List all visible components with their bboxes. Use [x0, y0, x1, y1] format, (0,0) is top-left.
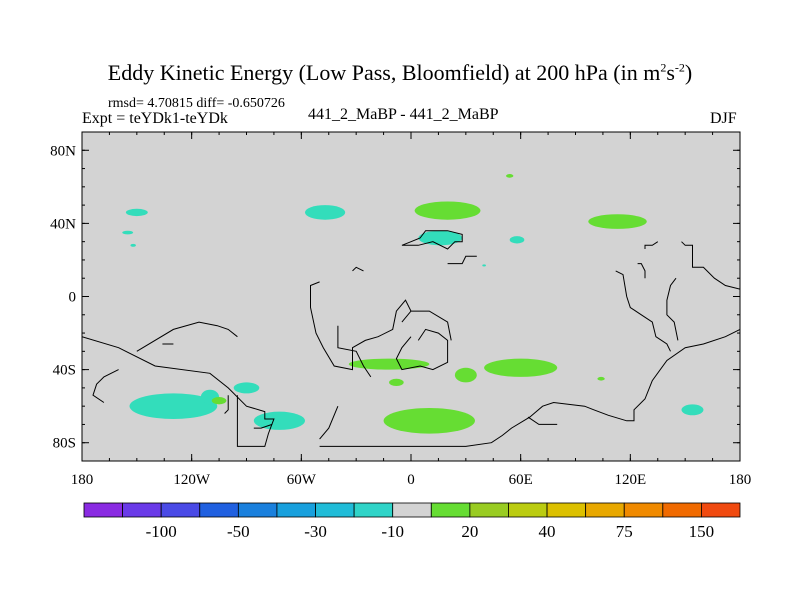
field-region-pos	[506, 174, 514, 178]
x-tick-label: 0	[407, 472, 415, 488]
experiment-label: Expt = teYDk1-teYDk	[82, 110, 228, 127]
chart-title: Eddy Kinetic Energy (Low Pass, Bloomfiel…	[0, 60, 800, 86]
colorbar-swatch	[508, 502, 548, 518]
colorbar-swatch	[430, 502, 471, 518]
y-axis: 80N 40N 0 40S 80S	[50, 143, 740, 452]
colorbar-swatch	[315, 502, 355, 518]
colorbar-label: -100	[146, 522, 177, 541]
coastline-segment	[352, 266, 364, 272]
field-region-pos	[454, 367, 477, 383]
x-tick-label: 60E	[509, 472, 533, 488]
colorbar-label: -30	[304, 522, 327, 541]
field-region-pos	[597, 376, 605, 381]
field-regions	[122, 174, 704, 434]
colorbar-swatch	[546, 502, 587, 518]
field-region-neg	[418, 230, 463, 246]
field-region-pos	[389, 378, 404, 387]
x-tick-label: 60W	[287, 472, 317, 488]
title-close-paren: )	[684, 60, 693, 85]
coastline-segment	[92, 369, 119, 403]
y-tick-label: 40N	[50, 216, 76, 232]
x-tick-label: 120E	[614, 472, 646, 488]
y-tick-label: 0	[69, 290, 77, 306]
coastline-segment	[310, 281, 412, 371]
colorbar-swatch	[392, 502, 432, 518]
field-region-pos	[383, 407, 475, 434]
colorbar-swatch	[662, 502, 702, 518]
colorbar-label: 150	[689, 522, 715, 541]
coastline-segment	[615, 270, 671, 352]
title-main: Eddy Kinetic Energy (Low Pass, Bloomfiel…	[107, 60, 661, 85]
coastline-segment	[224, 395, 229, 414]
coastline-segment	[82, 336, 275, 447]
colorbar-swatch	[585, 502, 625, 518]
x-tick-label: 120W	[173, 472, 211, 488]
coastline-segment	[666, 277, 679, 341]
colorbar-label: 40	[539, 522, 556, 541]
field-region-pos	[211, 397, 227, 405]
colorbar-swatch	[353, 502, 394, 518]
colorbar-swatch	[122, 502, 162, 518]
field-region-neg	[130, 243, 136, 247]
field-region-neg	[253, 411, 305, 430]
colorbar-label: -50	[227, 522, 250, 541]
colorbar-swatch	[701, 502, 741, 518]
coastline-segment	[401, 310, 452, 341]
field-region-neg	[125, 208, 148, 217]
coastline-segment	[637, 263, 646, 279]
field-region-pos	[414, 201, 481, 220]
field-region-pos	[484, 358, 558, 377]
coastline-segment	[253, 423, 273, 429]
colorbar-swatch	[276, 502, 316, 518]
colorbar-swatch	[623, 502, 664, 518]
field-region-neg	[304, 205, 346, 220]
case-label: 441_2_MaBP - 441_2_MaBP	[308, 106, 499, 123]
y-tick-label: 40S	[53, 363, 76, 379]
season-label: DJF	[710, 110, 737, 127]
coastline-segment	[337, 325, 372, 378]
coastline-segment	[527, 416, 558, 425]
colorbar-swatch	[83, 502, 123, 518]
coastline-segment	[401, 230, 463, 250]
coastline-segment	[319, 328, 740, 447]
field-region-neg	[681, 404, 704, 416]
field-region-neg	[233, 382, 260, 394]
stats-text: rmsd= 4.70815 diff= -0.650726	[108, 96, 285, 111]
coastline-segment	[644, 241, 659, 249]
field-region-pos	[588, 214, 647, 229]
colorbar: -100 -50 -30 -10 20 40 75 150	[83, 502, 741, 541]
coastline-segment	[319, 406, 339, 440]
title-superscript-minus-2: -2	[674, 60, 685, 75]
colorbar-label: -10	[381, 522, 404, 541]
field-region-neg	[129, 393, 218, 419]
y-tick-label: 80S	[53, 436, 76, 452]
x-axis: 180 120W 60W 0 60E 120E 180	[71, 132, 752, 488]
colorbar-label: 75	[616, 522, 633, 541]
coastline-segment	[447, 255, 477, 265]
colorbar-swatch	[199, 502, 239, 518]
coastlines	[82, 230, 740, 447]
title-superscript-2: 2	[660, 60, 667, 75]
field-region-neg	[122, 230, 134, 235]
title-unit-s: s	[666, 60, 675, 85]
colorbar-swatch	[237, 502, 278, 518]
x-tick-label: 180	[71, 472, 94, 488]
colorbar-label: 20	[461, 522, 478, 541]
x-tick-label: 180	[729, 472, 752, 488]
coastline-segment	[395, 328, 449, 371]
field-region-neg	[482, 264, 486, 267]
field-region-pos	[348, 358, 430, 370]
colorbar-swatch	[469, 502, 509, 518]
colorbar-swatch	[160, 502, 201, 518]
coastline-segment	[681, 241, 740, 290]
coastline-segment	[136, 321, 238, 352]
y-tick-label: 80N	[50, 143, 76, 159]
field-region-neg	[509, 236, 525, 244]
